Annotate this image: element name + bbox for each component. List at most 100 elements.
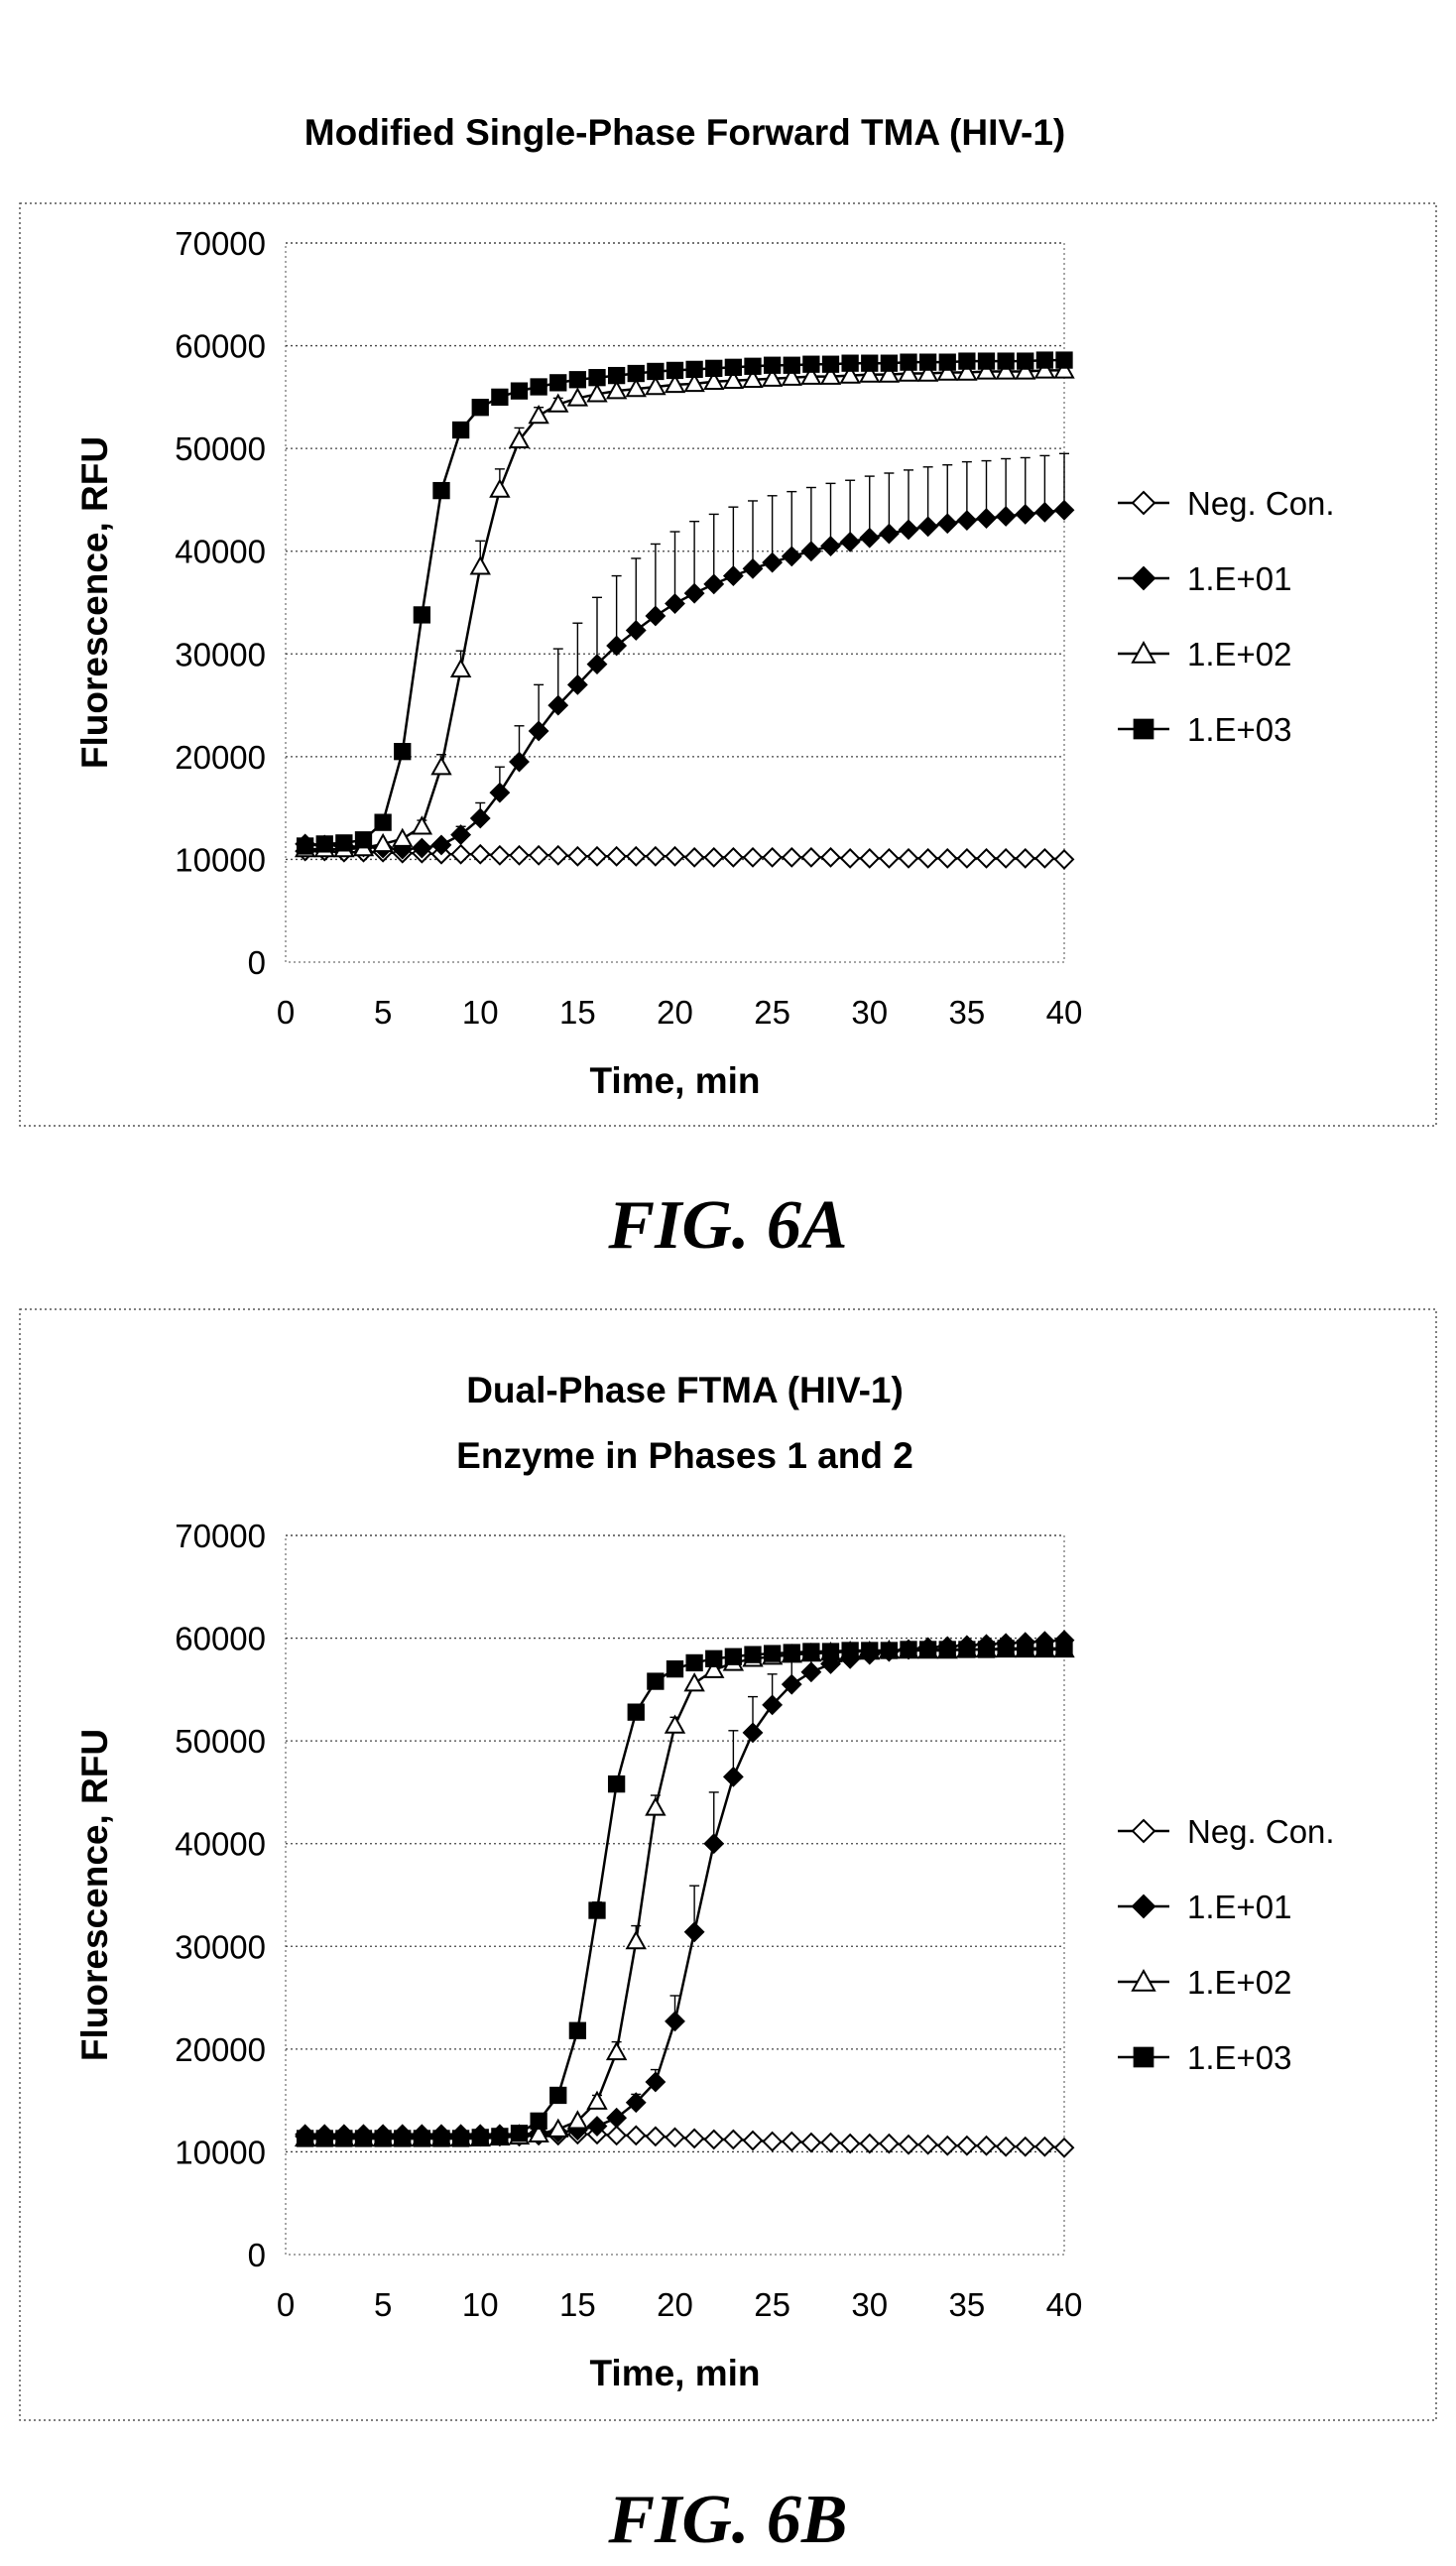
legend-marker — [1131, 1818, 1156, 1844]
data-point — [568, 2021, 587, 2039]
data-point — [566, 673, 588, 695]
data-point — [976, 508, 997, 529]
data-point — [566, 387, 589, 407]
data-point — [625, 1930, 647, 1950]
data-point — [1015, 504, 1036, 525]
data-point — [315, 835, 333, 853]
series-line — [304, 509, 1065, 851]
data-point — [859, 527, 881, 549]
figure-6a: Modified Single-Phase Forward TMA (HIV-1… — [19, 112, 1437, 1264]
figure-caption: FIG. 6A — [607, 1187, 847, 1264]
data-point — [859, 2133, 881, 2154]
x-tick-label: 35 — [949, 994, 986, 1031]
data-point — [625, 378, 647, 398]
x-tick-label: 20 — [657, 2286, 693, 2323]
data-point — [744, 1646, 762, 1663]
data-point — [936, 847, 958, 869]
chart-title-line: Enzyme in Phases 1 and 2 — [456, 1435, 913, 1476]
data-point — [841, 1642, 859, 1659]
data-point — [510, 382, 529, 400]
data-point — [938, 353, 956, 371]
data-point — [469, 807, 491, 829]
figure-caption: FIG. 6B — [607, 2482, 847, 2558]
data-point — [683, 846, 705, 868]
data-point — [900, 353, 917, 371]
data-point — [918, 1641, 937, 1658]
data-point — [997, 352, 1015, 370]
y-tick-label: 30000 — [175, 636, 266, 672]
legend-label: 1.E+01 — [1187, 1889, 1292, 1925]
data-point — [586, 2116, 608, 2137]
data-point — [683, 582, 705, 604]
x-tick-label: 0 — [277, 994, 295, 1031]
legend-label: Neg. Con. — [1187, 1813, 1335, 1850]
data-point — [917, 2134, 939, 2155]
y-tick-label: 10000 — [175, 841, 266, 878]
data-point — [683, 1672, 705, 1692]
x-tick-label: 15 — [559, 994, 596, 1031]
data-point — [898, 362, 919, 382]
data-point — [917, 847, 939, 869]
data-point — [547, 694, 569, 716]
data-point — [861, 1642, 879, 1659]
data-point — [724, 1648, 743, 1665]
data-point — [995, 360, 1017, 380]
data-point — [451, 2130, 470, 2147]
data-point — [958, 352, 976, 370]
data-point — [956, 2135, 978, 2156]
data-point — [432, 481, 450, 500]
data-point — [819, 365, 842, 385]
x-tick-label: 20 — [657, 994, 693, 1031]
data-point — [665, 845, 685, 867]
series — [295, 1630, 1075, 2145]
data-point — [958, 1641, 976, 1658]
data-point — [489, 782, 511, 803]
data-point — [956, 510, 978, 532]
data-point — [861, 354, 879, 372]
data-point — [392, 827, 414, 847]
data-point — [1015, 2136, 1036, 2157]
data-point — [1033, 501, 1055, 523]
x-tick-label: 25 — [754, 994, 790, 1031]
data-point — [995, 847, 1017, 869]
data-point — [781, 2131, 802, 2152]
data-point — [685, 1653, 703, 1672]
data-point — [296, 837, 314, 855]
data-point — [430, 756, 452, 776]
data-point — [586, 845, 608, 867]
y-tick-label: 40000 — [175, 534, 266, 570]
y-axis-label: Fluorescence, RFU — [74, 1729, 115, 2061]
x-tick-label: 15 — [559, 2286, 596, 2323]
data-point — [703, 846, 725, 868]
data-point — [528, 2123, 549, 2143]
data-point — [586, 654, 608, 675]
data-point — [839, 364, 861, 384]
data-point — [451, 421, 470, 439]
data-point — [800, 541, 822, 562]
legend-entry: 1.E+03 — [1118, 2039, 1292, 2076]
data-point — [995, 506, 1017, 527]
legend-marker — [1133, 718, 1154, 740]
data-point — [606, 2107, 628, 2129]
data-point — [762, 551, 784, 573]
data-point — [744, 357, 762, 375]
data-point — [898, 2134, 919, 2155]
data-point — [820, 2132, 841, 2153]
data-point — [605, 380, 628, 400]
data-point — [566, 2110, 589, 2130]
data-point — [781, 846, 802, 868]
legend-label: 1.E+01 — [1187, 560, 1292, 597]
data-point — [783, 356, 800, 374]
data-point — [916, 362, 939, 382]
legend-label: 1.E+03 — [1187, 711, 1292, 748]
x-tick-label: 0 — [277, 2286, 295, 2323]
series-line — [304, 358, 1064, 848]
data-point — [665, 2011, 685, 2032]
data-point — [878, 363, 901, 383]
data-point — [354, 2130, 373, 2147]
data-point — [1015, 360, 1036, 380]
x-tick-label: 30 — [851, 994, 888, 1031]
data-point — [956, 361, 978, 381]
data-point — [820, 846, 841, 868]
data-point — [722, 369, 745, 389]
